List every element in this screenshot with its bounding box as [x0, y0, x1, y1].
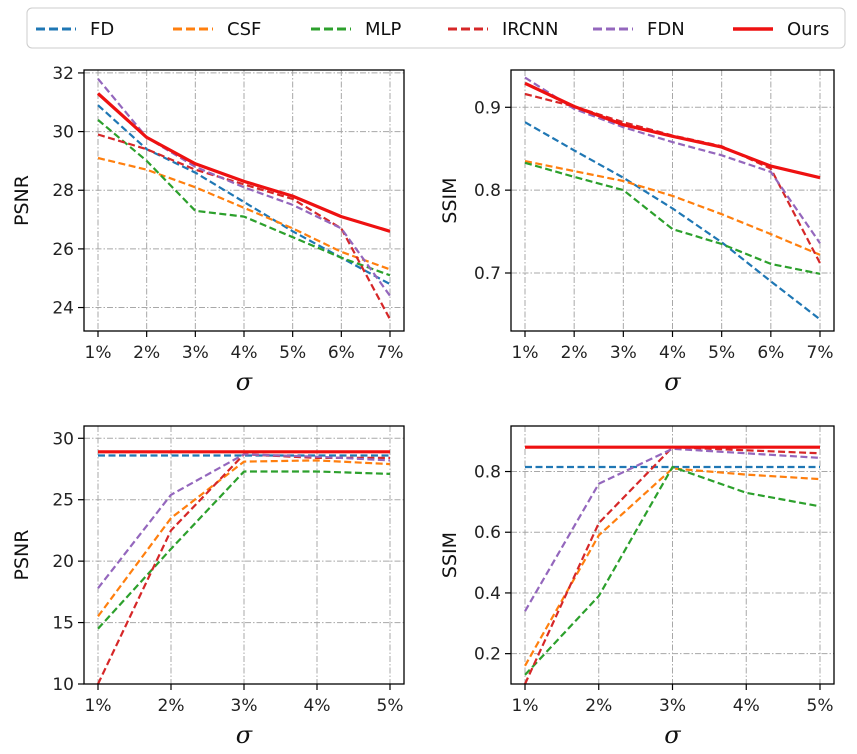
x-tick-label: 5%: [377, 696, 404, 716]
series-line-mlp: [524, 465, 821, 676]
series-line-fdn: [524, 76, 821, 244]
x-tick-label: 7%: [807, 343, 834, 363]
series-line-csf: [524, 160, 821, 256]
x-tick-label: 1%: [512, 343, 539, 363]
y-tick-label: 30: [52, 123, 74, 143]
x-tick-label: 3%: [231, 696, 258, 716]
y-tick-label: 0.7: [474, 264, 501, 284]
legend-label-fdn: FDN: [647, 19, 685, 40]
x-tick-label: 3%: [659, 696, 686, 716]
y-tick-label: 0.6: [474, 523, 501, 543]
y-tick-label: 10: [52, 675, 74, 695]
series-group: [96, 78, 391, 320]
legend-item-fd: FD: [36, 19, 114, 40]
grid: [84, 70, 404, 331]
y-axis-label: SSIM: [439, 177, 461, 223]
series-line-ours: [524, 81, 821, 180]
legend-label-mlp: MLP: [365, 19, 402, 40]
x-tick-label: 2%: [158, 696, 185, 716]
legend-item-ircnn: IRCNN: [448, 19, 558, 40]
y-axis-label: SSIM: [439, 532, 461, 578]
subplot-2: 1% 2% 3% 4% 5% 6% 7% 0.7 0.8 0.9 SSIM σ: [439, 69, 835, 396]
x-tick-label: 1%: [85, 696, 112, 716]
subplot-3: 1% 2% 3% 4% 5% 10 15 20 25 30 PSNR σ: [11, 425, 405, 749]
x-axis-label: σ: [664, 368, 681, 396]
x-tick-label: 4%: [231, 343, 258, 363]
series-line-fdn: [97, 453, 391, 589]
y-tick-label: 32: [52, 64, 74, 84]
y-tick-label: 28: [52, 181, 74, 201]
plots: 1% 2% 3% 4% 5% 6% 7% 24 26 28 30 32 PSNR σ 1% 2% 3% 4% 5% 6…: [11, 64, 835, 749]
y-axis-label: PSNR: [11, 175, 33, 226]
x-tick-label: 6%: [757, 343, 784, 363]
y-tick-label: 0.2: [474, 645, 501, 665]
y-tick-label: 25: [52, 491, 74, 511]
legend-label-csf: CSF: [227, 19, 261, 40]
legend-label-ircnn: IRCNN: [502, 19, 558, 40]
x-tick-label: 1%: [85, 343, 112, 363]
legend: FD CSF MLP IRCNN FDN Ours: [26, 7, 846, 49]
y-tick-label: 30: [52, 429, 74, 449]
y-axis-label: PSNR: [11, 530, 33, 581]
series-line-fdn: [524, 447, 821, 612]
y-tick-label: 0.9: [474, 98, 501, 118]
series-line-fd: [524, 121, 821, 321]
legend-item-fdn: FDN: [593, 19, 685, 40]
x-tick-label: 3%: [610, 343, 637, 363]
series-line-ircnn: [524, 446, 821, 685]
x-tick-label: 5%: [708, 343, 735, 363]
x-axis-label: σ: [664, 721, 681, 749]
x-tick-label: 1%: [512, 696, 539, 716]
series-line-ours: [96, 92, 391, 233]
y-tick-label: 0.8: [474, 181, 501, 201]
x-axis-label: σ: [236, 721, 253, 749]
x-tick-label: 2%: [561, 343, 588, 363]
grid: [84, 426, 404, 685]
series-line-csf: [97, 459, 391, 618]
y-tick-label: 24: [52, 299, 74, 319]
x-tick-label: 2%: [585, 696, 612, 716]
subplot-4: 1% 2% 3% 4% 5% 0.2 0.4 0.6 0.8 SSIM σ: [439, 425, 835, 749]
x-tick-label: 6%: [328, 343, 355, 363]
x-tick-label: 5%: [807, 696, 834, 716]
grid: [511, 426, 834, 684]
series-group: [524, 76, 821, 321]
legend-item-csf: CSF: [173, 19, 261, 40]
legend-label-ours: Ours: [787, 19, 829, 40]
y-tick-label: 0.4: [474, 584, 501, 604]
series-line-mlp: [97, 119, 391, 277]
series-line-mlp: [97, 470, 391, 630]
series-group: [524, 445, 821, 685]
legend-label-fd: FD: [90, 19, 114, 40]
y-tick-label: 26: [52, 240, 74, 260]
legend-frame: [26, 7, 846, 49]
subplot-1: 1% 2% 3% 4% 5% 6% 7% 24 26 28 30 32 PSNR σ: [11, 64, 405, 396]
y-tick-label: 15: [52, 614, 74, 634]
x-tick-label: 4%: [659, 343, 686, 363]
x-tick-label: 4%: [733, 696, 760, 716]
legend-item-ours: Ours: [733, 19, 829, 40]
x-tick-label: 3%: [182, 343, 209, 363]
x-tick-label: 4%: [304, 696, 331, 716]
series-group: [97, 450, 391, 685]
y-tick-label: 0.8: [474, 463, 501, 483]
grid: [511, 70, 834, 331]
x-tick-label: 2%: [133, 343, 160, 363]
x-tick-label: 7%: [377, 343, 404, 363]
y-tick-label: 20: [52, 552, 74, 572]
x-tick-label: 5%: [279, 343, 306, 363]
series-line-mlp: [524, 161, 821, 275]
x-axis-label: σ: [236, 368, 253, 396]
legend-item-mlp: MLP: [311, 19, 402, 40]
